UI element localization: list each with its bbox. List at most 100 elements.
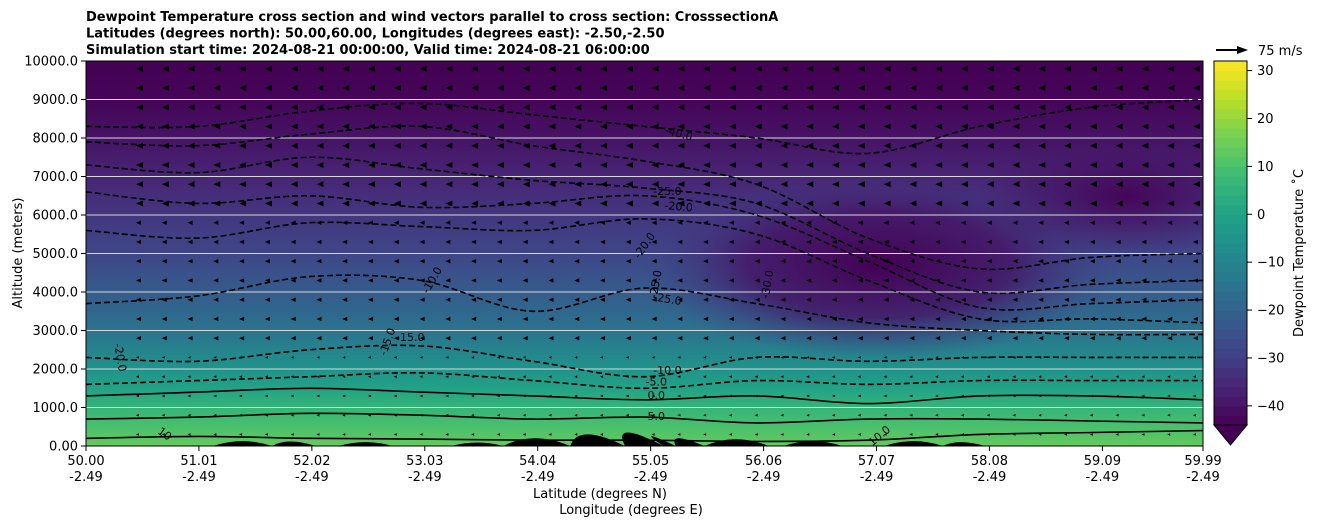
wind-arrow	[754, 356, 758, 359]
wind-arrow	[1089, 200, 1097, 207]
wind-arrow	[1089, 413, 1093, 417]
wind-arrow	[239, 259, 245, 264]
wind-arrow	[883, 259, 889, 264]
wind-arrow	[239, 104, 247, 111]
wind-arrow	[1038, 413, 1042, 417]
wind-arrow	[1089, 356, 1093, 359]
wind-arrow	[574, 123, 582, 130]
wind-arrow	[780, 220, 786, 225]
wind-arrow	[935, 123, 943, 130]
wind-arrow	[857, 336, 863, 341]
wind-arrow	[883, 123, 891, 130]
wind-arrow	[986, 297, 992, 302]
wind-arrow	[857, 123, 865, 130]
wind-arrow	[574, 297, 580, 302]
colorbar-tick-label: −40	[1257, 399, 1284, 414]
wind-arrow	[496, 239, 502, 245]
wind-arrow	[574, 220, 580, 225]
wind-arrow	[651, 394, 655, 398]
wind-arrow	[187, 65, 195, 72]
wind-arrow	[883, 356, 887, 359]
wind-arrow	[419, 278, 425, 283]
wind-arrow	[935, 336, 941, 341]
wind-arrow	[548, 278, 554, 283]
wind-arrow	[368, 65, 376, 72]
wind-arrow	[909, 84, 917, 91]
wind-arrow	[445, 84, 453, 91]
wind-arrow	[780, 200, 788, 207]
wind-arrow	[239, 220, 245, 225]
wind-arrow	[806, 259, 812, 264]
quiver-key: 75 m/s	[1216, 44, 1303, 59]
wind-arrow	[316, 84, 324, 91]
wind-arrow	[651, 259, 657, 264]
wind-arrow	[909, 278, 915, 283]
wind-arrow	[187, 316, 193, 322]
wind-arrow	[419, 123, 427, 130]
wind-arrow	[393, 142, 401, 149]
wind-arrow	[368, 161, 376, 168]
wind-arrow	[1038, 65, 1046, 72]
wind-arrow	[1193, 413, 1196, 417]
wind-arrow	[393, 413, 397, 417]
wind-arrow	[187, 375, 191, 378]
wind-arrow	[393, 84, 401, 91]
wind-arrow	[574, 259, 580, 264]
wind-arrow	[754, 181, 762, 188]
wind-arrow	[1064, 239, 1070, 245]
wind-arrow	[960, 161, 968, 168]
wind-arrow	[677, 316, 683, 322]
wind-arrow	[986, 123, 994, 130]
wind-arrow	[600, 297, 606, 302]
wind-arrow	[342, 123, 350, 130]
wind-arrow	[496, 65, 504, 72]
wind-arrow	[445, 200, 453, 207]
wind-arrow	[471, 259, 477, 264]
wind-arrow	[342, 220, 348, 225]
wind-arrow	[625, 200, 633, 207]
wind-arrow	[161, 65, 169, 72]
wind-arrow	[703, 433, 707, 436]
colorbar-segment	[1214, 89, 1247, 100]
wind-arrow	[1012, 220, 1018, 225]
wind-arrow	[625, 123, 633, 130]
wind-arrow	[161, 336, 167, 341]
wind-arrow	[136, 336, 141, 341]
wind-arrow	[264, 239, 270, 245]
wind-arrow	[1038, 394, 1042, 398]
colorbar-segment	[1214, 70, 1247, 81]
wind-arrow	[857, 84, 865, 91]
wind-arrow	[161, 297, 167, 302]
wind-arrow	[935, 259, 941, 264]
wind-arrow	[780, 394, 784, 398]
wind-arrow	[1064, 200, 1072, 207]
wind-arrow	[548, 297, 554, 302]
wind-arrow	[832, 104, 840, 111]
wind-arrow	[754, 259, 760, 264]
x-tick-label: -2.49	[860, 470, 894, 485]
wind-arrow	[522, 104, 530, 111]
wind-arrow	[1167, 123, 1175, 130]
wind-arrow	[1115, 161, 1123, 168]
wind-arrow	[960, 104, 968, 111]
wind-arrow	[1115, 316, 1121, 322]
contour-label: -5.0	[646, 375, 667, 388]
wind-arrow	[703, 278, 709, 283]
x-tick-label: -2.49	[182, 470, 216, 485]
wind-arrow	[806, 65, 814, 72]
contour-label: -30.0	[759, 269, 777, 299]
wind-arrow	[471, 84, 479, 91]
wind-arrow	[471, 394, 475, 398]
wind-arrow	[728, 336, 734, 341]
wind-arrow	[1193, 297, 1198, 302]
wind-arrow	[883, 104, 891, 111]
wind-arrow	[161, 413, 165, 417]
wind-arrow	[1141, 200, 1149, 207]
wind-arrow	[1064, 104, 1072, 111]
wind-arrow	[1115, 356, 1119, 359]
wind-arrow	[264, 142, 272, 149]
wind-arrow	[1141, 104, 1149, 111]
wind-arrow	[290, 316, 296, 322]
wind-arrow	[883, 297, 889, 302]
wind-arrow	[213, 84, 221, 91]
